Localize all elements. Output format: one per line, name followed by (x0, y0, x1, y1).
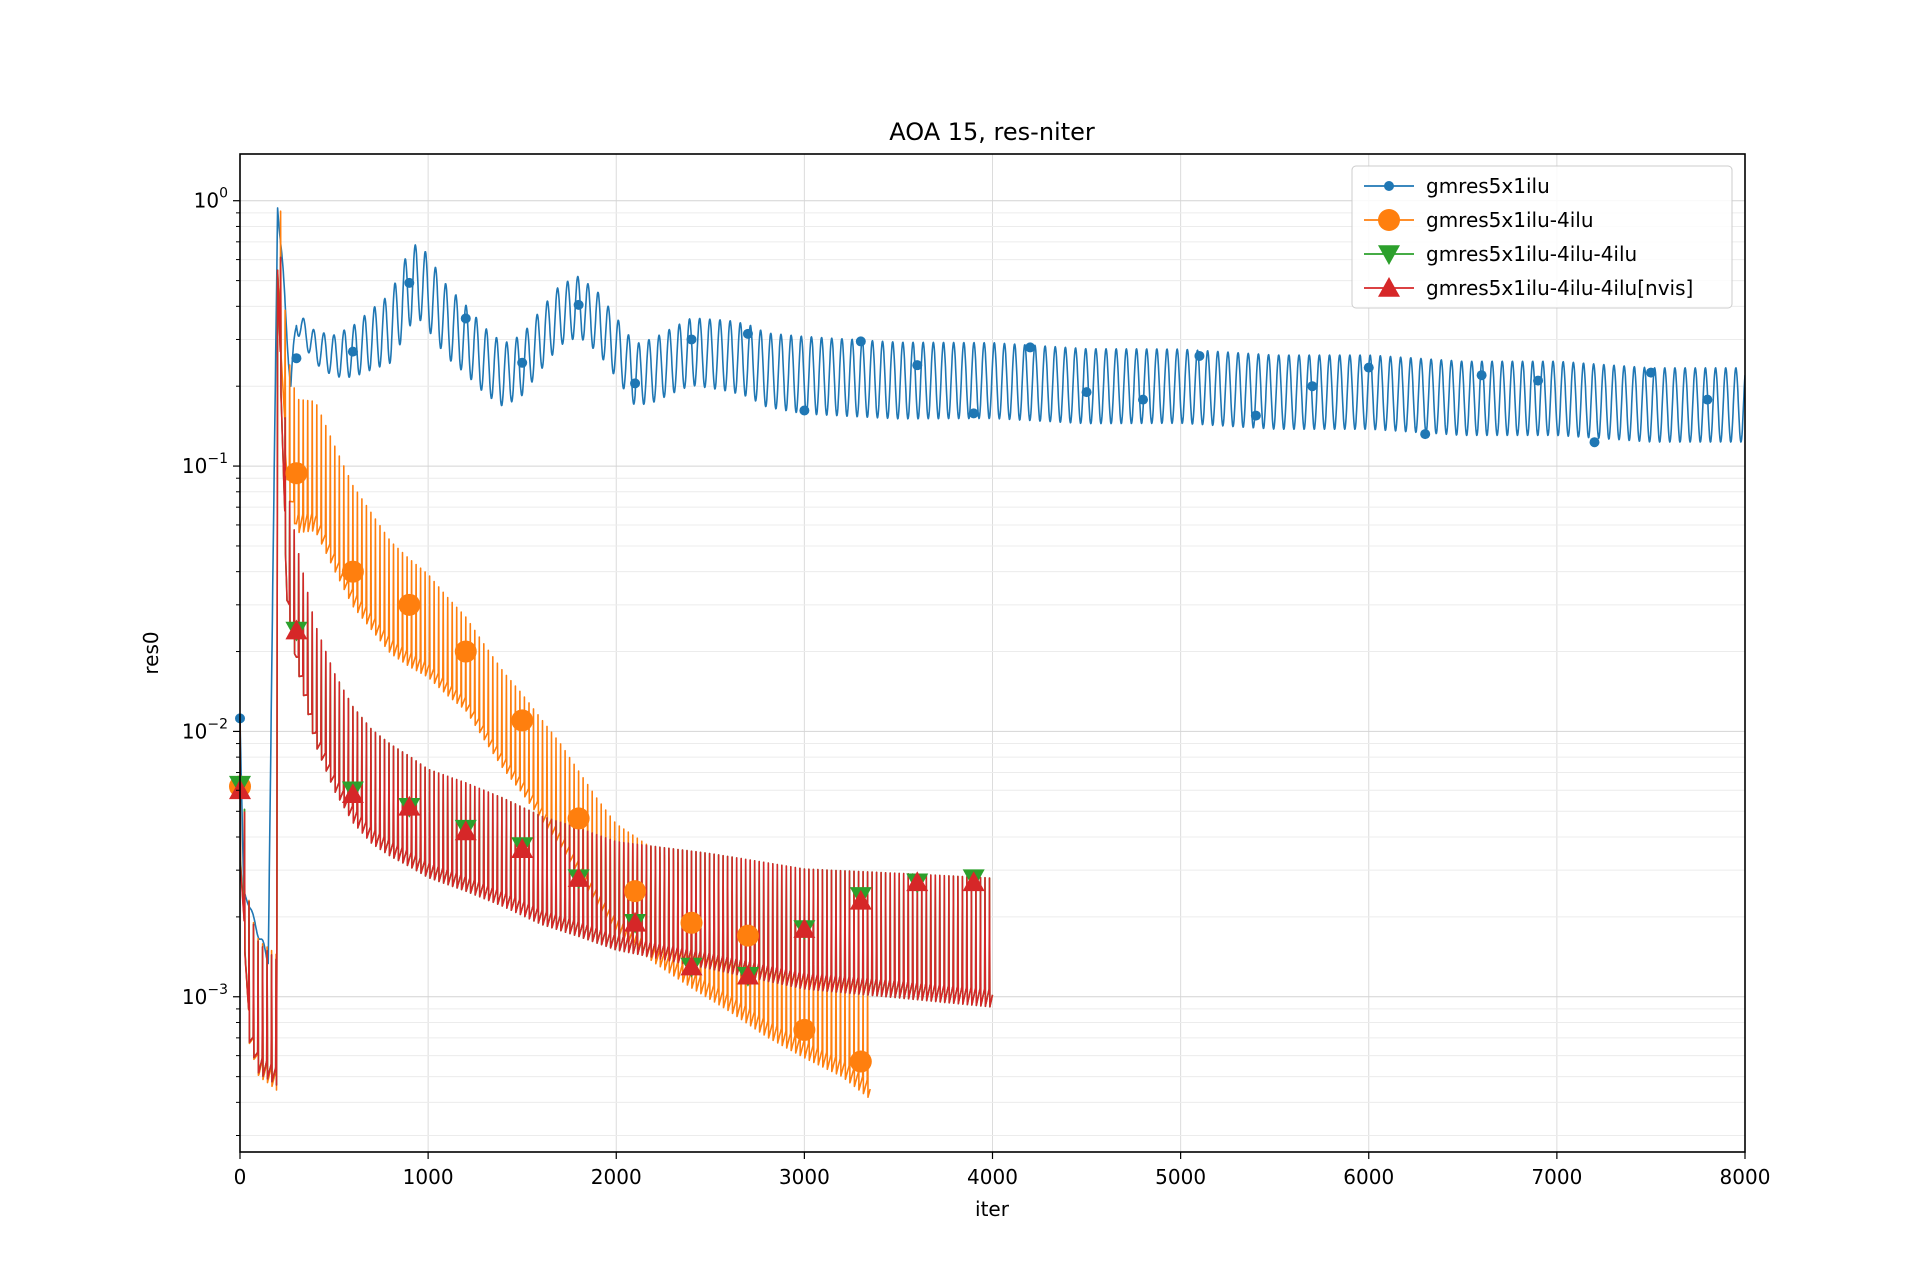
data-point (285, 619, 308, 640)
data-point (398, 593, 421, 616)
data-point (855, 336, 866, 347)
legend-label: gmres5x1ilu-4ilu-4ilu[nvis] (1426, 276, 1693, 300)
x-tick-label: 2000 (591, 1165, 642, 1189)
series-line-1 (240, 207, 1745, 965)
y-axis-label: res0 (139, 631, 163, 674)
data-point (793, 918, 816, 938)
data-point (517, 357, 528, 368)
data-point (1194, 350, 1205, 361)
x-tick-label: 0 (234, 1165, 247, 1189)
data-point (1025, 342, 1036, 353)
legend-marker (1378, 277, 1400, 297)
data-point (567, 867, 590, 887)
data-point (799, 405, 810, 416)
y-tick-label: 10−1 (182, 451, 228, 478)
data-point (454, 820, 477, 841)
data-point (454, 640, 477, 663)
data-point (1138, 394, 1148, 405)
data-point (1307, 381, 1318, 392)
x-tick-label: 1000 (403, 1165, 454, 1189)
data-point (398, 795, 421, 816)
y-tick-label: 100 (194, 186, 228, 213)
y-tick-exponent: −1 (207, 451, 228, 467)
x-tick-label: 5000 (1155, 1165, 1206, 1189)
legend-label: gmres5x1ilu (1426, 174, 1550, 198)
data-point (341, 783, 364, 803)
series-layer (240, 207, 1745, 1098)
legend: gmres5x1ilu gmres5x1ilu-4ilu gmres5x1ilu-4… (1351, 165, 1733, 309)
data-point (567, 807, 590, 830)
marker-layer (229, 277, 1713, 1073)
legend-marker (1384, 181, 1394, 191)
data-point (849, 889, 872, 910)
data-point (511, 838, 534, 858)
data-point (742, 328, 753, 339)
data-point (912, 360, 923, 371)
data-point (624, 880, 647, 903)
y-tick-base: 10 (182, 454, 207, 478)
series-line-4 (240, 256, 994, 1086)
y-tick-label: 10−2 (182, 716, 228, 743)
legend-marker (1378, 209, 1400, 231)
legend-label: gmres5x1ilu-4ilu-4ilu (1426, 242, 1637, 266)
data-point (341, 560, 364, 583)
legend-label: gmres5x1ilu-4ilu (1426, 208, 1594, 232)
data-point (573, 299, 584, 310)
data-point (686, 334, 697, 345)
data-point (404, 277, 415, 288)
x-tick-label: 3000 (779, 1165, 830, 1189)
data-point (736, 964, 759, 985)
data-point (291, 353, 302, 364)
data-point (347, 346, 358, 357)
data-point (1250, 410, 1261, 421)
x-tick-label: 8000 (1720, 1165, 1771, 1189)
data-point (624, 911, 647, 932)
data-point (793, 1018, 816, 1041)
y-tick-exponent: −2 (207, 716, 228, 732)
data-point (630, 378, 641, 389)
data-point (1081, 387, 1092, 398)
data-point (736, 924, 759, 947)
data-point (1533, 375, 1544, 386)
data-point (1645, 367, 1656, 378)
y-tick-base: 10 (194, 189, 219, 213)
chart-title: AOA 15, res-niter (889, 118, 1095, 146)
y-tick-base: 10 (182, 985, 207, 1009)
data-point (1363, 362, 1374, 373)
legend-marker (1378, 245, 1400, 265)
data-point (1420, 429, 1431, 440)
data-point (849, 1050, 872, 1073)
y-tick-label: 10−3 (182, 982, 228, 1009)
data-point (680, 911, 703, 934)
y-tick-base: 10 (182, 719, 207, 743)
data-point (285, 462, 308, 485)
x-axis-label: iter (975, 1197, 1010, 1221)
data-point (511, 709, 534, 732)
x-tick-label: 6000 (1343, 1165, 1394, 1189)
data-point (1589, 437, 1600, 448)
data-point (1476, 370, 1487, 381)
legend-box (1351, 165, 1733, 309)
data-point (906, 871, 929, 892)
data-point (460, 313, 471, 324)
data-point (1702, 394, 1713, 405)
x-axis-ticks: 0 1000 2000 3000 4000 5000 6000 7000 8000 (234, 1152, 1771, 1189)
y-tick-exponent: −3 (207, 982, 228, 998)
data-point (962, 871, 985, 892)
data-point (968, 408, 979, 419)
series-line-2 (240, 210, 871, 1098)
x-tick-label: 7000 (1531, 1165, 1582, 1189)
data-point (680, 955, 703, 976)
x-tick-label: 4000 (967, 1165, 1018, 1189)
y-tick-exponent: 0 (219, 186, 228, 202)
